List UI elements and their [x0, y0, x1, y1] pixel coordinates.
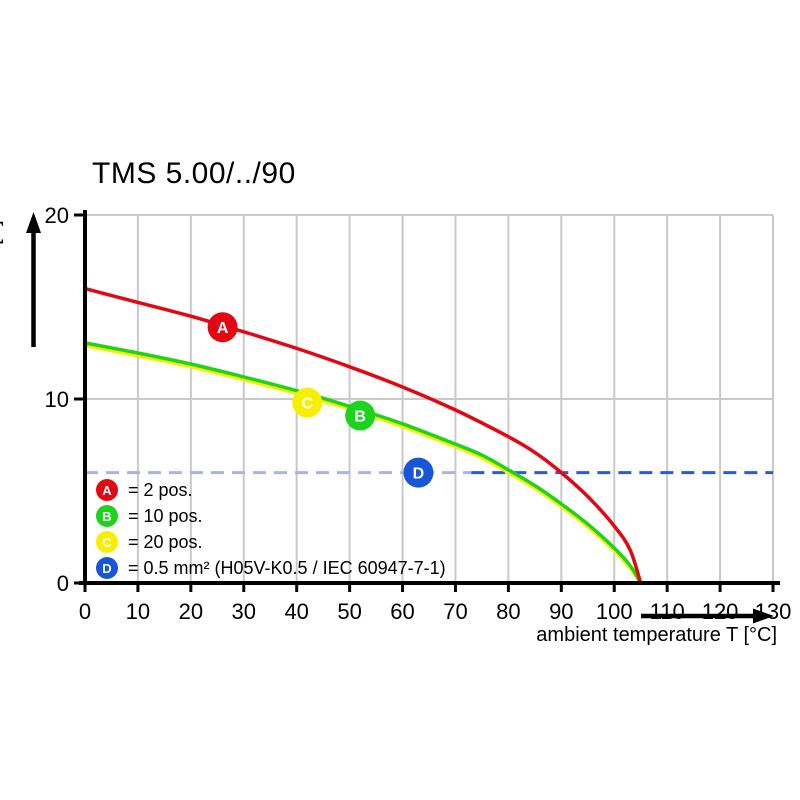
- marker-a: A: [207, 312, 238, 343]
- curve-c: [83, 343, 643, 585]
- legend-label-d: = 0.5 mm² (H05V-K0.5 / IEC 60947-7-1): [128, 557, 446, 578]
- x-tick-label: 80: [496, 599, 520, 624]
- x-tick-label: 40: [284, 599, 308, 624]
- legend-item-b: B = 10 pos.: [96, 503, 446, 529]
- legend: A = 2 pos. B = 10 pos. C = 20 pos. D = 0…: [96, 477, 446, 581]
- x-tick-label: 50: [337, 599, 361, 624]
- x-tick-label: 0: [79, 599, 91, 624]
- marker-letter: B: [354, 409, 366, 426]
- axis-arrows: [26, 212, 774, 624]
- y-tick-label: 10: [45, 387, 69, 412]
- x-axis-arrowhead-icon: [753, 608, 774, 624]
- x-tick-label: 90: [549, 599, 573, 624]
- marker-d: D: [403, 457, 434, 488]
- x-tick-label: 20: [179, 599, 203, 624]
- x-tick-label: 100: [596, 599, 633, 624]
- marker-circle: [292, 387, 323, 418]
- curve-markers: A C B D: [207, 312, 434, 488]
- x-tick-label: 70: [443, 599, 467, 624]
- legend-item-c: C = 20 pos.: [96, 529, 446, 555]
- marker-circle: [345, 400, 376, 431]
- chart-title: TMS 5.00/../90: [92, 157, 296, 190]
- x-tick-label: 10: [126, 599, 150, 624]
- legend-label-c: = 20 pos.: [128, 531, 203, 552]
- legend-marker-d-icon: D: [96, 557, 118, 579]
- legend-item-d: D = 0.5 mm² (H05V-K0.5 / IEC 60947-7-1): [96, 555, 446, 581]
- legend-item-a: A = 2 pos.: [96, 477, 446, 503]
- y-tick-label: 20: [45, 203, 69, 228]
- y-tick-label: 0: [57, 571, 69, 596]
- marker-letter: D: [413, 466, 425, 483]
- x-axis-label: ambient temperature T [°C]: [536, 624, 777, 646]
- curve-a: [83, 286, 643, 585]
- marker-circle: [207, 312, 238, 343]
- legend-label-b: = 10 pos.: [128, 505, 203, 526]
- legend-marker-a-icon: A: [96, 479, 118, 501]
- curves: [83, 286, 643, 585]
- marker-b: B: [345, 400, 376, 431]
- legend-marker-b-icon: B: [96, 505, 118, 527]
- marker-letter: C: [301, 396, 313, 413]
- y-axis-arrowhead-icon: [26, 212, 41, 233]
- x-tick-label: 60: [390, 599, 414, 624]
- legend-label-a: = 2 pos.: [128, 479, 193, 500]
- x-tick-label: 30: [232, 599, 256, 624]
- legend-marker-c-icon: C: [96, 531, 118, 553]
- x-tick-label: 120: [702, 599, 739, 624]
- curve-b: [83, 341, 643, 585]
- marker-c: C: [292, 387, 323, 418]
- marker-circle: [403, 457, 434, 488]
- marker-letter: A: [217, 320, 229, 337]
- x-tick-label: 110: [650, 599, 685, 624]
